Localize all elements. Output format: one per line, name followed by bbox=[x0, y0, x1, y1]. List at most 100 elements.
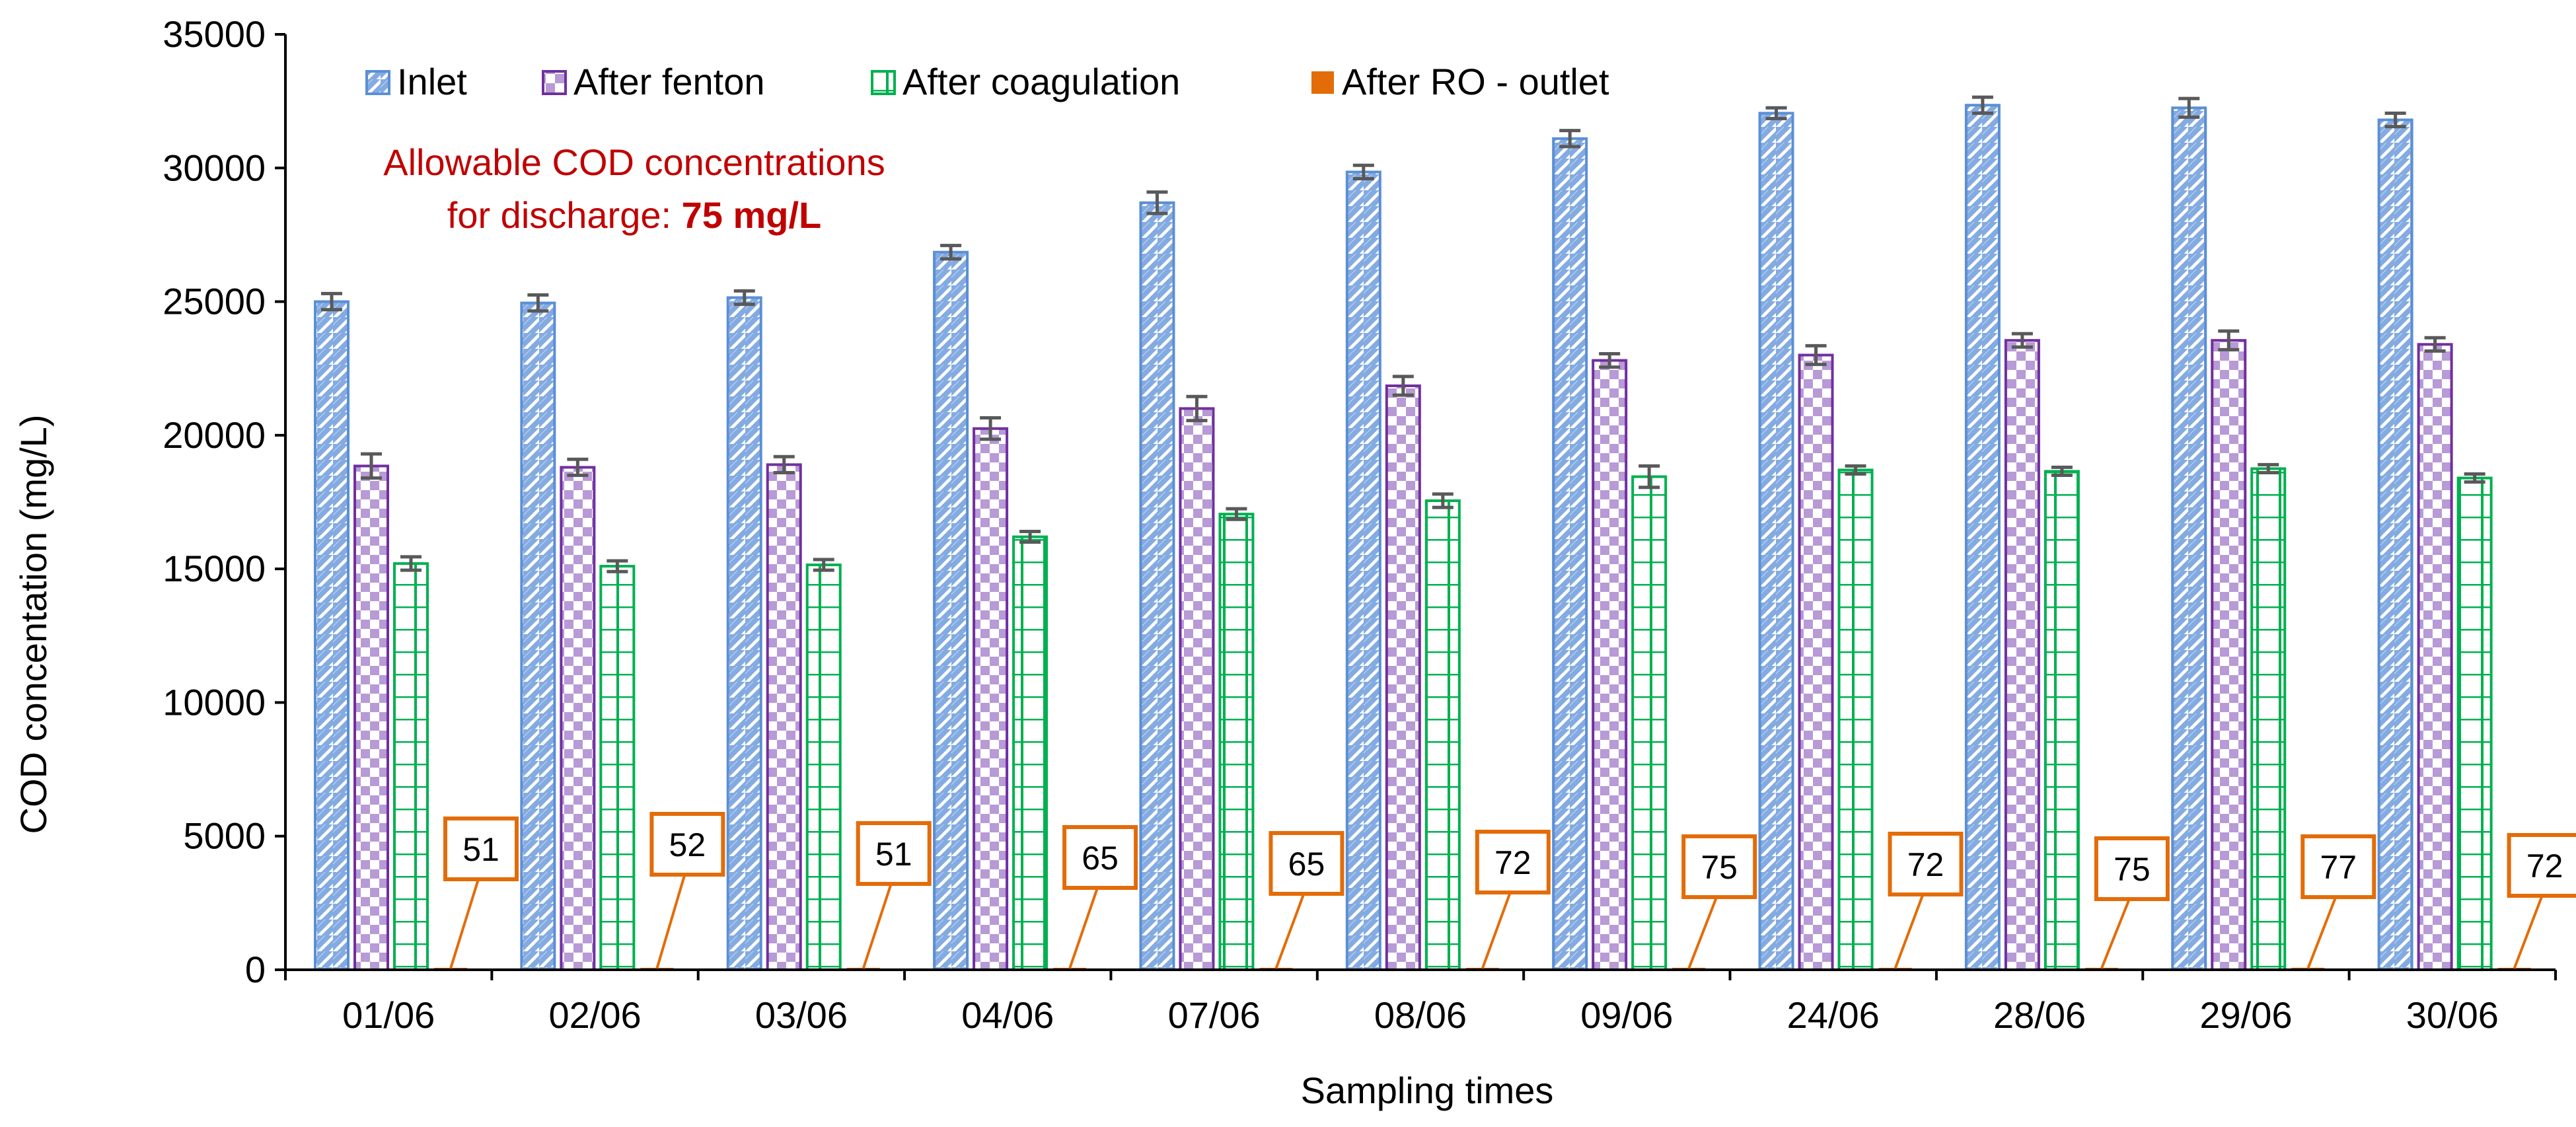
legend-label: After coagulation bbox=[902, 61, 1180, 102]
error-bar bbox=[2384, 111, 2406, 129]
ro-value-label: 65 bbox=[1288, 846, 1325, 883]
y-tick-label: 35000 bbox=[163, 13, 266, 55]
ro-label-04-06: 65 bbox=[1062, 825, 1138, 969]
bar-after-fenton-28-06 bbox=[2004, 339, 2040, 971]
leader-line bbox=[1894, 894, 1925, 969]
bar-inlet-08-06 bbox=[1345, 170, 1381, 972]
error-bar bbox=[1186, 394, 1208, 423]
error-bar bbox=[1559, 129, 1581, 149]
bar-inlet-24-06 bbox=[1758, 112, 1794, 972]
label-box bbox=[649, 812, 725, 877]
ro-data-labels: 51 52 51 65 65 72 75 72 75 77 72 bbox=[443, 812, 2576, 969]
bar-after-coagulation-02-06 bbox=[599, 565, 636, 971]
error-bar bbox=[1971, 95, 1993, 115]
leader-line bbox=[1068, 887, 1099, 969]
legend-item-after-ro-outlet: After RO - outlet bbox=[1311, 61, 1609, 102]
error-bar bbox=[567, 457, 589, 478]
bar-inlet-02-06 bbox=[520, 301, 556, 971]
x-tick-label: 01/06 bbox=[342, 994, 435, 1036]
leader-line bbox=[1274, 893, 1306, 969]
legend-swatch bbox=[871, 70, 896, 95]
axes: 0 5000 10000 15000 20000 25000 30000 35000 01/06… bbox=[163, 13, 2557, 1036]
bar-inlet-29-06 bbox=[2171, 106, 2207, 971]
bar-after-coagulation-07-06 bbox=[1218, 513, 1255, 971]
ro-value-label: 77 bbox=[2320, 849, 2357, 886]
error-bar bbox=[361, 452, 382, 480]
ro-label-09-06: 75 bbox=[1681, 834, 1757, 969]
x-tick-label: 08/06 bbox=[1374, 994, 1467, 1036]
error-bar bbox=[1765, 106, 1787, 120]
legend-item-inlet: Inlet bbox=[365, 61, 467, 102]
error-bar bbox=[2218, 329, 2240, 351]
error-bar bbox=[1019, 530, 1041, 544]
legend-label: After fenton bbox=[573, 61, 765, 102]
error-bar bbox=[1146, 190, 1168, 215]
ro-value-label: 75 bbox=[1701, 849, 1738, 886]
y-tick-label: 0 bbox=[245, 949, 266, 990]
bar-after-fenton-08-06 bbox=[1385, 384, 1421, 971]
ro-label-07-06: 65 bbox=[1269, 831, 1344, 969]
label-box bbox=[856, 821, 932, 886]
ro-label-03-06: 51 bbox=[856, 821, 932, 969]
ro-label-02-06: 52 bbox=[649, 812, 725, 969]
leader-line bbox=[2513, 895, 2544, 969]
ro-value-label: 75 bbox=[2114, 851, 2151, 888]
label-box bbox=[2300, 834, 2376, 899]
error-bar bbox=[980, 416, 1002, 441]
label-box bbox=[443, 817, 519, 881]
bar-after-fenton-30-06 bbox=[2417, 343, 2453, 971]
ro-label-28-06: 75 bbox=[2094, 836, 2170, 969]
x-tick-label: 03/06 bbox=[755, 994, 848, 1036]
error-bar bbox=[607, 559, 628, 573]
y-tick-label: 20000 bbox=[163, 414, 266, 456]
ro-value-label: 51 bbox=[462, 831, 499, 868]
y-tick-label: 5000 bbox=[183, 815, 266, 857]
bar-after-fenton-03-06 bbox=[766, 463, 802, 971]
x-tick-label: 28/06 bbox=[1993, 994, 2086, 1036]
leader-line bbox=[1481, 892, 1512, 969]
label-box bbox=[2507, 833, 2576, 898]
ro-value-label: 72 bbox=[1907, 846, 1944, 883]
bar-after-coagulation-03-06 bbox=[805, 564, 842, 971]
error-bar bbox=[400, 555, 422, 572]
ro-value-label: 52 bbox=[669, 826, 706, 863]
label-box bbox=[1888, 832, 1964, 896]
bar-inlet-04-06 bbox=[933, 250, 969, 971]
bar-after-fenton-07-06 bbox=[1179, 407, 1215, 971]
legend-label: After RO - outlet bbox=[1342, 61, 1609, 102]
label-box bbox=[1681, 834, 1757, 899]
error-bar bbox=[940, 244, 962, 261]
legend-swatch bbox=[542, 70, 567, 95]
y-tick-label: 15000 bbox=[163, 548, 266, 589]
error-bar bbox=[773, 454, 795, 474]
legend-item-after-coagulation: After coagulation bbox=[871, 61, 1180, 102]
y-tick-label: 30000 bbox=[163, 147, 266, 188]
discharge-limit-annotation-line2: for discharge: 75 mg/L bbox=[447, 194, 821, 236]
legend: Inlet After fenton After coagulation After … bbox=[365, 61, 1609, 102]
legend-swatch bbox=[1311, 71, 1334, 94]
y-tick-label: 25000 bbox=[163, 281, 266, 322]
bar-inlet-01-06 bbox=[314, 300, 350, 972]
bar-after-fenton-29-06 bbox=[2211, 339, 2247, 971]
leader-line bbox=[1687, 896, 1718, 969]
legend-swatch bbox=[365, 70, 390, 95]
leader-line bbox=[2100, 898, 2131, 969]
annotation-limit-value: 75 mg/L bbox=[682, 194, 822, 236]
leader-line bbox=[862, 883, 893, 969]
error-bar bbox=[321, 291, 342, 312]
ro-value-label: 72 bbox=[1494, 844, 1531, 881]
legend-item-after-fenton: After fenton bbox=[542, 61, 765, 102]
error-bar bbox=[1352, 163, 1374, 180]
error-bar bbox=[2464, 472, 2485, 484]
bar-inlet-07-06 bbox=[1139, 201, 1175, 971]
label-box bbox=[1062, 825, 1138, 890]
discharge-limit-annotation-line1: Allowable COD concentrations bbox=[383, 141, 885, 183]
ro-label-29-06: 77 bbox=[2300, 834, 2376, 969]
ro-label-30-06: 72 bbox=[2507, 833, 2576, 969]
bar-inlet-03-06 bbox=[726, 296, 762, 971]
bar-inlet-09-06 bbox=[1552, 137, 1588, 972]
error-bar bbox=[813, 558, 834, 572]
bar-after-fenton-01-06 bbox=[353, 464, 389, 971]
leader-line bbox=[655, 874, 686, 969]
x-tick-label: 02/06 bbox=[548, 994, 641, 1036]
